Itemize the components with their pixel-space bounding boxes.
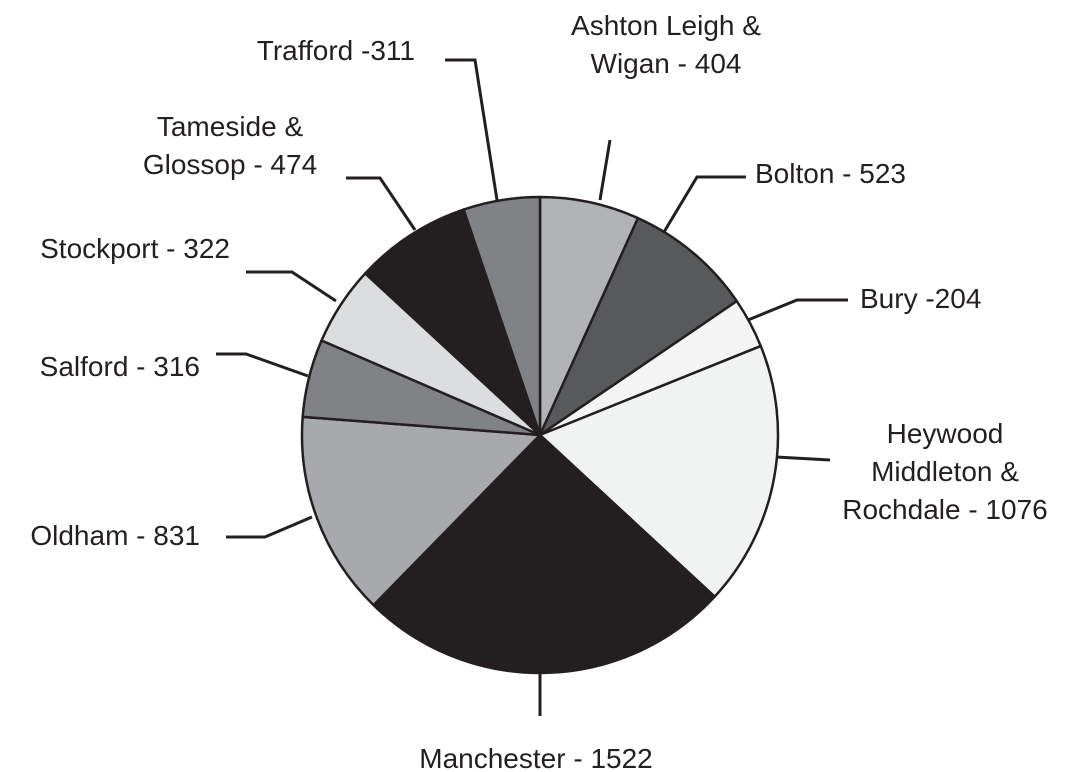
slice-label: Stockport - 322 bbox=[40, 233, 230, 264]
leader-line bbox=[445, 58, 499, 201]
slice-label-line: Salford - 316 bbox=[40, 351, 200, 382]
leader-line bbox=[775, 455, 831, 462]
leader-line bbox=[246, 270, 337, 303]
slice-labels: Ashton Leigh & Wigan - 404 Bolton - 523 Bur… bbox=[30, 10, 1047, 772]
slice-label-line: Tameside & bbox=[157, 111, 304, 142]
slice-label-line: Bury -204 bbox=[860, 283, 981, 314]
leader-line bbox=[747, 298, 848, 322]
slice-label: Oldham - 831 bbox=[30, 520, 200, 551]
slice-label-line: Manchester - 1522 bbox=[419, 743, 652, 772]
leader-line bbox=[346, 176, 417, 231]
pie-slice bbox=[462, 195, 542, 437]
slice-label-line: Middleton & bbox=[871, 456, 1019, 487]
slice-label-line: Stockport - 322 bbox=[40, 233, 230, 264]
pie-slices bbox=[300, 195, 780, 675]
slice-label: Bolton - 523 bbox=[755, 158, 906, 189]
slice-label: Bury -204 bbox=[860, 283, 981, 314]
slice-label-line: Rochdale - 1076 bbox=[842, 494, 1047, 525]
slice-label-line: Heywood bbox=[887, 418, 1004, 449]
leader-line bbox=[226, 515, 313, 539]
slice-label: Salford - 316 bbox=[40, 351, 200, 382]
pie-slice bbox=[372, 433, 716, 675]
slice-label-line: Oldham - 831 bbox=[30, 520, 200, 551]
leader-line bbox=[598, 139, 612, 201]
slice-label: Manchester - 1522 bbox=[419, 743, 652, 772]
leader-line bbox=[662, 175, 746, 233]
pie-slice bbox=[300, 415, 542, 607]
slice-label-line: Glossop - 474 bbox=[143, 149, 317, 180]
pie-slice bbox=[364, 208, 542, 437]
slice-label: Ashton Leigh & Wigan - 404 bbox=[571, 10, 761, 79]
slice-label-line: Bolton - 523 bbox=[755, 158, 906, 189]
leader-lines bbox=[216, 58, 848, 716]
leader-line bbox=[216, 352, 309, 378]
pie-slice bbox=[538, 216, 739, 437]
slice-label-line: Trafford -311 bbox=[257, 35, 415, 66]
slice-label-line: Ashton Leigh & bbox=[571, 10, 761, 41]
pie-slice bbox=[538, 344, 780, 598]
slice-label-line: Wigan - 404 bbox=[591, 48, 742, 79]
slice-label: Tameside & Glossop - 474 bbox=[143, 111, 317, 180]
slice-label: Trafford -311 bbox=[257, 35, 415, 66]
slice-label: Heywood Middleton & Rochdale - 1076 bbox=[842, 418, 1047, 525]
